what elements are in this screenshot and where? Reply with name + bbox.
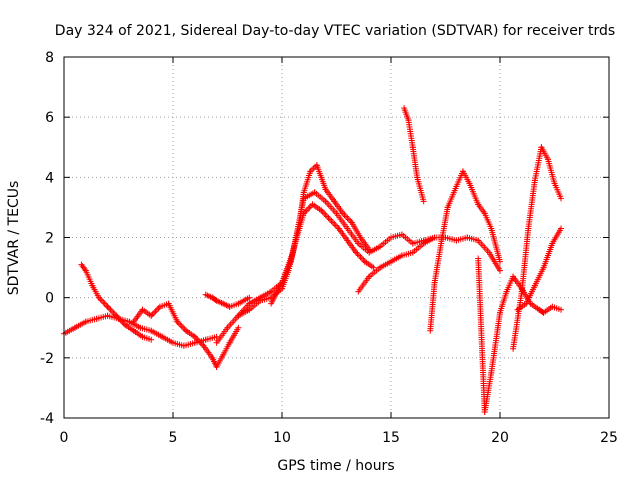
series-track-c xyxy=(130,300,242,370)
data-points xyxy=(61,105,565,415)
data-point xyxy=(178,323,185,330)
data-point xyxy=(235,324,242,331)
data-point xyxy=(321,210,328,217)
data-point xyxy=(360,257,367,264)
y-tick-label: 8 xyxy=(45,50,54,66)
data-point xyxy=(558,306,565,313)
data-point xyxy=(342,213,349,220)
data-point xyxy=(341,211,348,218)
data-point xyxy=(154,306,161,313)
data-point xyxy=(101,300,108,307)
data-point xyxy=(106,305,113,312)
data-point xyxy=(497,258,503,265)
x-tick-label: 5 xyxy=(169,430,178,446)
y-tick-label: 2 xyxy=(45,231,54,247)
data-point xyxy=(322,211,329,218)
data-point xyxy=(497,267,503,274)
x-tick-label: 0 xyxy=(60,430,69,446)
data-point xyxy=(357,254,364,261)
data-point xyxy=(319,208,326,215)
data-point xyxy=(354,251,361,258)
data-point xyxy=(370,264,377,271)
data-point xyxy=(100,299,107,306)
data-point xyxy=(110,309,117,316)
x-tick-label: 15 xyxy=(382,430,400,446)
data-point xyxy=(148,336,155,343)
data-point xyxy=(107,306,114,313)
series-track-b xyxy=(78,261,155,343)
data-point xyxy=(558,195,565,202)
axis-ticks: 0 5 10 15 20 25 -4 -2 0 2 4 6 8 xyxy=(40,50,618,446)
y-tick-label: 0 xyxy=(45,291,54,307)
data-point xyxy=(325,214,332,221)
data-point xyxy=(108,308,115,315)
series-track-k xyxy=(475,255,565,415)
series-track-l xyxy=(510,144,565,352)
data-point xyxy=(329,219,336,226)
data-point xyxy=(103,302,110,309)
series-track-h xyxy=(355,234,503,295)
series-track-a xyxy=(61,312,220,349)
data-point xyxy=(177,321,184,328)
x-axis-label: GPS time / hours xyxy=(277,458,394,474)
y-tick-label: 6 xyxy=(45,110,54,126)
data-point xyxy=(328,217,335,224)
data-point xyxy=(358,255,365,262)
series-track-f xyxy=(235,201,377,319)
data-point xyxy=(180,324,187,331)
data-point xyxy=(331,220,338,227)
data-point xyxy=(344,214,351,221)
series-track-j xyxy=(427,168,503,334)
data-point xyxy=(324,213,331,220)
x-tick-label: 25 xyxy=(600,430,618,446)
y-axis-label: SDTVAR / TECUs xyxy=(6,181,22,296)
data-point xyxy=(98,297,105,304)
data-point xyxy=(558,225,565,232)
x-tick-label: 10 xyxy=(273,430,291,446)
data-point xyxy=(303,207,310,214)
y-tick-label: -2 xyxy=(40,351,54,367)
series-track-m xyxy=(514,225,565,313)
data-point xyxy=(326,216,333,223)
data-point xyxy=(332,222,339,229)
data-point xyxy=(104,303,111,310)
y-tick-label: -4 xyxy=(40,411,54,427)
data-point xyxy=(334,223,341,230)
series-track-i xyxy=(401,105,427,205)
data-point xyxy=(152,308,159,315)
data-point xyxy=(116,315,123,322)
data-point xyxy=(420,198,427,205)
data-point xyxy=(305,205,312,212)
x-tick-label: 20 xyxy=(491,430,509,446)
data-point xyxy=(149,311,156,318)
data-point xyxy=(356,252,363,259)
y-tick-label: 4 xyxy=(45,170,54,186)
data-point xyxy=(181,326,188,333)
data-point xyxy=(345,216,352,223)
series-track-d xyxy=(202,291,253,310)
data-point xyxy=(193,335,200,342)
data-point xyxy=(246,294,253,301)
chart-title: Day 324 of 2021, Sidereal Day-to-day VTE… xyxy=(55,23,615,39)
